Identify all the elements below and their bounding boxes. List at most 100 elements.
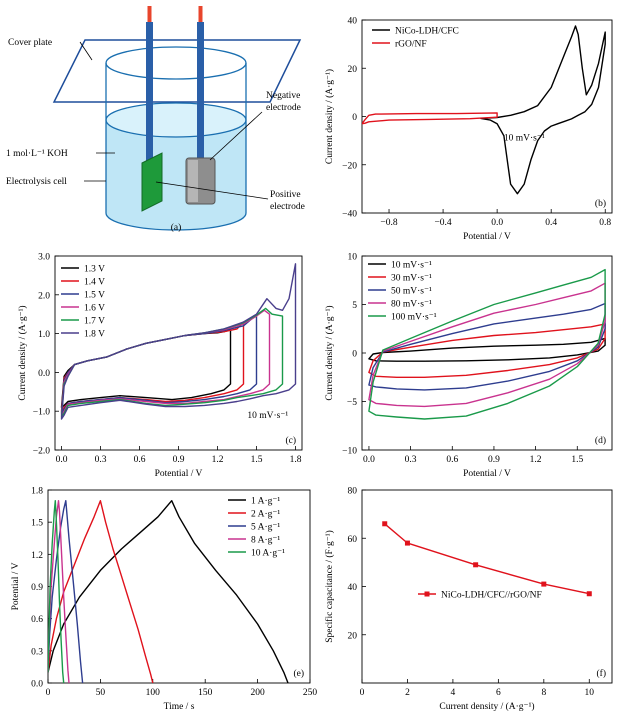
label-koh: 1 mol·L⁻¹ KOH xyxy=(6,149,68,159)
legend-label: 1.6 V xyxy=(84,303,105,313)
positive-electrode xyxy=(141,152,163,212)
y-axis-label: Current density / (A·g⁻¹) xyxy=(324,69,335,164)
x-tick-label: 100 xyxy=(146,688,161,698)
negative-electrode-shade xyxy=(188,160,198,202)
series-line xyxy=(48,500,289,683)
x-tick-label: 6 xyxy=(496,688,501,698)
legend-label: 1.7 V xyxy=(84,316,105,326)
legend-label: 10 mV·s⁻¹ xyxy=(391,260,432,270)
positive-lead xyxy=(147,6,152,22)
data-point xyxy=(586,591,592,597)
x-tick-label: 1.8 xyxy=(290,455,302,465)
pointer-cover xyxy=(79,41,93,61)
plot-frame xyxy=(361,255,613,451)
negative-lead xyxy=(198,6,203,22)
label-positive-1: Positive xyxy=(270,190,301,200)
x-tick-label: 0.3 xyxy=(95,455,107,465)
chart-b: −0.8 −0.4 0.0 0.4 0.8 −40 −20 0 20 40 Potential / … xyxy=(324,17,613,242)
x-axis-label: Time / s xyxy=(164,702,195,712)
y-tick-label: 20 xyxy=(348,65,358,75)
legend-label: NiCo-LDH/CFC xyxy=(395,26,459,36)
x-axis-label: Potential / V xyxy=(463,469,511,479)
x-axis-label: Current density / (A·g⁻¹) xyxy=(439,701,534,712)
legend-label: 2 A·g⁻¹ xyxy=(251,509,280,519)
annotation: 10 mV·s⁻¹ xyxy=(504,134,545,144)
x-tick-label: 50 xyxy=(96,688,106,698)
y-tick-label: 20 xyxy=(348,631,358,641)
legend-label: 30 mV·s⁻¹ xyxy=(391,273,432,283)
legend-label: 1.3 V xyxy=(84,264,105,274)
label-negative-2: electrode xyxy=(266,103,301,113)
y-tick-label: 0.6 xyxy=(31,615,43,625)
legend-label: 1.4 V xyxy=(84,277,105,287)
y-tick-label: −20 xyxy=(342,161,357,171)
y-tick-label: 60 xyxy=(348,535,358,545)
y-axis-label: Current density / (A·g⁻¹) xyxy=(17,305,28,400)
plot-frame xyxy=(361,489,613,684)
label-cell: Electrolysis cell xyxy=(6,177,67,187)
legend-label: 80 mV·s⁻¹ xyxy=(391,299,432,309)
x-tick-label: 1.5 xyxy=(251,455,263,465)
legend-label: 1.5 V xyxy=(84,290,105,300)
x-tick-label: 4 xyxy=(451,688,456,698)
y-tick-label: 3.0 xyxy=(38,253,50,263)
solution-surface xyxy=(105,102,247,138)
panel-a-schematic: Cover plate 1 mol·L⁻¹ KOH Electrolysis c… xyxy=(6,6,305,233)
legend-label: rGO/NF xyxy=(395,39,427,49)
x-tick-label: −0.8 xyxy=(380,218,397,228)
x-tick-label: 1.5 xyxy=(571,455,583,465)
x-tick-label: 0 xyxy=(360,688,365,698)
series-line xyxy=(48,500,70,683)
y-tick-label: 10 xyxy=(348,253,358,263)
x-tick-label: 0.0 xyxy=(363,455,375,465)
series-line xyxy=(480,25,606,195)
y-tick-label: 0.9 xyxy=(31,583,43,593)
chart-e: 0 50 100 150 200 250 0.0 0.3 0.6 0.9 1.2 1.5 1.8 Time… xyxy=(11,487,317,713)
x-tick-label: 0.0 xyxy=(56,455,68,465)
y-tick-label: 0.0 xyxy=(31,680,43,690)
y-tick-label: 2.0 xyxy=(38,291,50,301)
y-axis-label: Specific capacitance / (F·g⁻¹) xyxy=(324,530,335,643)
legend-label: 1.8 V xyxy=(84,329,105,339)
legend-label: 100 mV·s⁻¹ xyxy=(391,312,437,322)
y-tick-label: −5 xyxy=(347,398,357,408)
y-tick-label: 80 xyxy=(348,487,358,497)
y-axis-label: Current density / (A·g⁻¹) xyxy=(324,305,335,400)
y-tick-label: 1.0 xyxy=(38,330,50,340)
negative-rod xyxy=(197,22,204,162)
x-tick-label: 1.2 xyxy=(212,455,224,465)
y-tick-label: 0 xyxy=(352,350,357,360)
chart-d: 0.0 0.3 0.6 0.9 1.2 1.5 −10 −5 0 5 10 Potential / V… xyxy=(324,253,613,479)
y-tick-label: 1.2 xyxy=(31,551,43,561)
series-line xyxy=(60,329,232,408)
legend-marker xyxy=(424,591,430,597)
x-tick-label: 0.0 xyxy=(491,218,503,228)
x-tick-label: 10 xyxy=(585,688,595,698)
x-tick-label: 0.6 xyxy=(134,455,146,465)
series-line xyxy=(384,523,590,595)
panel-label: (f) xyxy=(597,668,607,679)
x-tick-label: 0 xyxy=(46,688,51,698)
x-tick-label: 0.3 xyxy=(405,455,417,465)
chart-c: 0.0 0.3 0.6 0.9 1.2 1.5 1.8 −2.0 −1.0 0.0 1.0 2.0 3.… xyxy=(17,253,303,479)
series-line xyxy=(362,112,498,125)
x-tick-label: 0.4 xyxy=(545,218,557,228)
series-line xyxy=(368,268,606,420)
y-tick-label: 5 xyxy=(352,301,357,311)
y-tick-label: −2.0 xyxy=(33,447,50,457)
pointer-negative xyxy=(209,111,263,161)
chart-f: 0 2 4 6 8 10 20 40 60 80 Current density / (A·g⁻¹)… xyxy=(324,487,613,712)
legend-label: 8 A·g⁻¹ xyxy=(251,535,280,545)
pointer-positive xyxy=(155,181,269,200)
y-tick-label: 1.5 xyxy=(31,519,43,529)
cell-top-rim xyxy=(105,46,247,80)
series-line xyxy=(48,500,65,683)
x-axis-label: Potential / V xyxy=(155,469,203,479)
panel-label: (d) xyxy=(595,435,606,446)
panel-label-a: (a) xyxy=(171,222,182,233)
data-point xyxy=(404,540,410,546)
series-line xyxy=(60,263,297,420)
data-point xyxy=(382,521,388,527)
y-tick-label: 0.3 xyxy=(31,647,43,657)
x-tick-label: 0.9 xyxy=(488,455,500,465)
